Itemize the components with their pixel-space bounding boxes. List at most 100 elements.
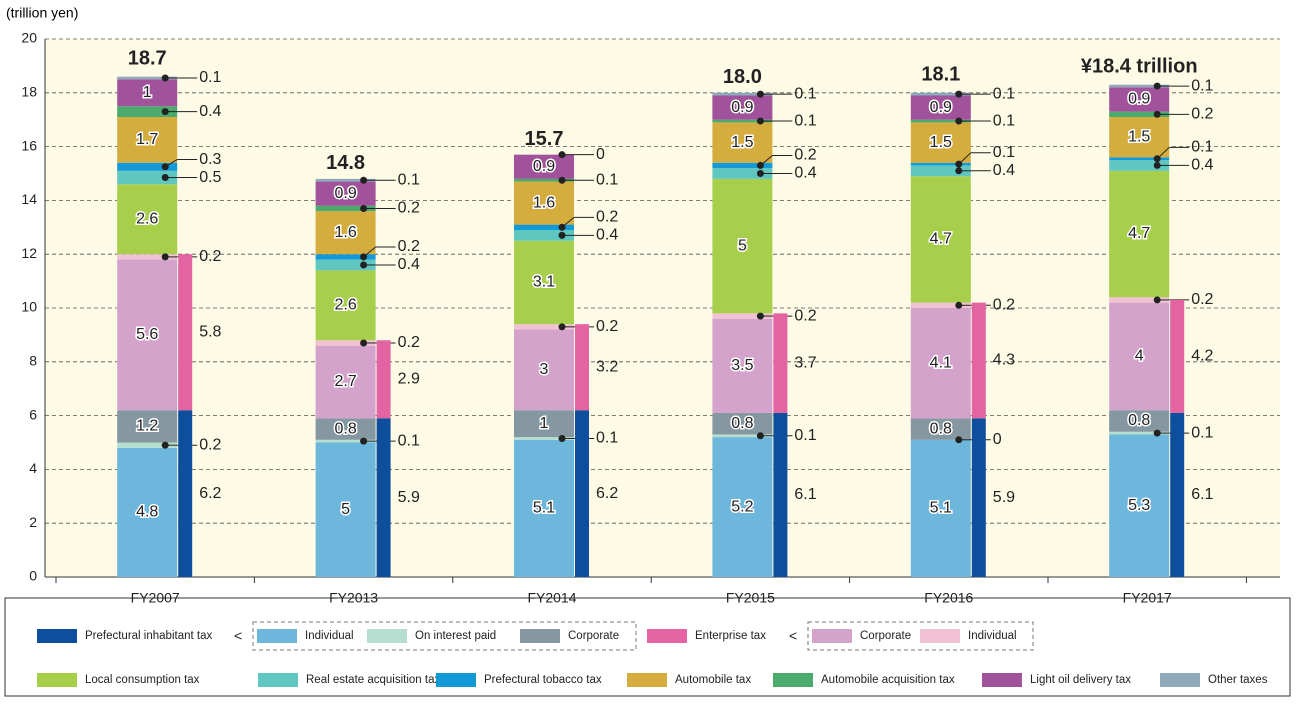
leader-dot — [756, 117, 764, 125]
legend-label: Light oil delivery tax — [1030, 674, 1131, 686]
data-label: 1.2 — [136, 418, 158, 435]
data-label: 0.4 — [398, 256, 420, 273]
legend-label: Prefectural inhabitant tax — [85, 630, 212, 642]
data-label: 1.7 — [136, 131, 158, 148]
side-bar — [773, 313, 788, 413]
bar-segment — [117, 79, 178, 107]
data-label: 0.2 — [199, 436, 221, 453]
bar-segment — [910, 418, 971, 440]
bar-segment — [315, 254, 376, 260]
data-label: 0.4 — [596, 227, 618, 244]
bar-segment — [117, 117, 178, 163]
data-label: 3.1 — [533, 274, 555, 291]
bar-segment — [117, 76, 178, 80]
bar-segment — [117, 447, 178, 577]
y-tick-label: 2 — [29, 514, 37, 530]
bar-segment — [1109, 87, 1170, 112]
bar-segment — [117, 410, 178, 443]
bar-segment — [315, 418, 376, 440]
data-label: 3.7 — [794, 354, 816, 371]
bar-segment — [315, 442, 376, 577]
bar-segment — [315, 211, 376, 255]
bar-segment — [712, 162, 773, 169]
bar-segment — [712, 178, 773, 314]
data-label: 0.9 — [533, 158, 555, 175]
legend-swatch — [37, 673, 77, 687]
leader-dot — [955, 301, 963, 309]
x-tick-label: FY2017 — [1123, 590, 1172, 606]
side-bar — [376, 340, 391, 419]
leader-dot — [756, 161, 764, 169]
data-label: 0.1 — [794, 112, 816, 129]
legend-label: Automobile acquisition tax — [821, 674, 955, 686]
legend-swatch — [367, 629, 407, 643]
data-label: 1.5 — [731, 134, 753, 151]
bar-segment — [712, 122, 773, 163]
leader-dot — [955, 167, 963, 175]
legend-group — [252, 621, 637, 651]
bar-segment — [712, 168, 773, 179]
data-label: 4.2 — [1191, 348, 1213, 365]
data-label: 0.1 — [993, 144, 1015, 161]
data-label: 5.8 — [199, 323, 221, 340]
data-label: 4.7 — [1128, 225, 1150, 242]
data-label: 6.1 — [794, 486, 816, 503]
bar-segment — [1109, 117, 1170, 158]
legend-swatch — [982, 673, 1022, 687]
bar-segment — [1109, 410, 1170, 432]
leader-dot — [1153, 296, 1161, 304]
data-label: 0.1 — [1191, 139, 1213, 156]
legend-swatch — [920, 629, 960, 643]
bar-segment — [514, 229, 574, 241]
leader-dot — [558, 151, 566, 159]
legend-label: Other taxes — [1208, 674, 1268, 686]
leader-dot — [558, 323, 566, 331]
data-label: 1.6 — [334, 224, 356, 241]
data-label: 5 — [738, 237, 747, 254]
bar-segment — [910, 119, 971, 123]
bar-segment — [910, 308, 971, 419]
bar-segment — [117, 184, 178, 255]
bar-segment — [1109, 302, 1170, 411]
bar-segment — [712, 95, 773, 120]
side-bar — [773, 412, 788, 577]
data-label: 0.9 — [1128, 91, 1150, 108]
data-label: 3.2 — [596, 358, 618, 375]
data-label: 4.8 — [136, 504, 158, 521]
bar-segment — [910, 122, 971, 163]
leader-dot — [756, 170, 764, 177]
leader-dot — [756, 432, 764, 440]
bar-segment — [514, 329, 574, 411]
data-label: 4 — [1135, 348, 1144, 365]
data-label: 0.2 — [398, 200, 420, 217]
bar-segment — [1109, 111, 1170, 118]
bar-segment — [712, 434, 773, 438]
leader-dot — [161, 163, 169, 171]
data-label: 0.8 — [930, 420, 952, 437]
leader-dot — [360, 253, 368, 261]
x-tick-label: FY2013 — [329, 590, 378, 606]
y-tick-label: 14 — [21, 191, 37, 207]
bar-segment — [117, 259, 178, 411]
bar-segment — [117, 254, 178, 260]
legend-swatch — [436, 673, 476, 687]
y-tick-label: 0 — [29, 568, 37, 584]
bar-segment — [315, 340, 376, 346]
data-label: 3 — [540, 361, 549, 378]
data-label: 0.2 — [1191, 106, 1213, 123]
bar-segment — [514, 154, 574, 179]
data-label: 0.2 — [794, 147, 816, 164]
bar-segment — [712, 313, 773, 319]
data-label: 0.2 — [1191, 291, 1213, 308]
bar-segment — [712, 437, 773, 577]
data-label: 0.1 — [1191, 424, 1213, 441]
data-label: 2.9 — [398, 371, 420, 388]
data-label: 0.1 — [1191, 77, 1213, 94]
leader-dot — [360, 339, 368, 347]
bar-segment — [315, 345, 376, 419]
data-label: 1 — [143, 84, 152, 101]
y-axis-label: (trillion yen) — [6, 5, 78, 21]
leader-dot — [558, 434, 566, 442]
data-label: 4.3 — [993, 352, 1015, 369]
